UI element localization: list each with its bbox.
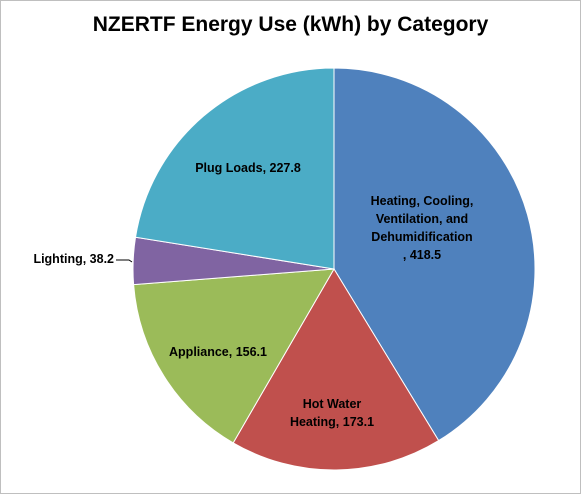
pie-slice-plug-loads <box>134 67 335 270</box>
pie-slice-heating-cooling-ventilation-and-dehumidification <box>333 67 536 442</box>
chart-title: NZERTF Energy Use (kWh) by Category <box>92 13 489 36</box>
data-label-heating-cooling-ventilation-and-dehumidification: Heating, Cooling, Ventilation, and Dehumid… <box>371 194 474 262</box>
pie-slice-hot-water-heating <box>232 268 440 471</box>
data-label-plug-loads: Plug Loads, 227.8 <box>195 161 301 175</box>
data-label-appliance: Appliance, 156.1 <box>169 345 267 359</box>
pie-slice-appliance <box>133 268 335 444</box>
leader-line-lighting <box>116 259 133 263</box>
data-label-lighting: Lighting, 38.2 <box>33 252 114 266</box>
data-label-hot-water-heating: Hot Water Heating, 173.1 <box>290 397 374 429</box>
